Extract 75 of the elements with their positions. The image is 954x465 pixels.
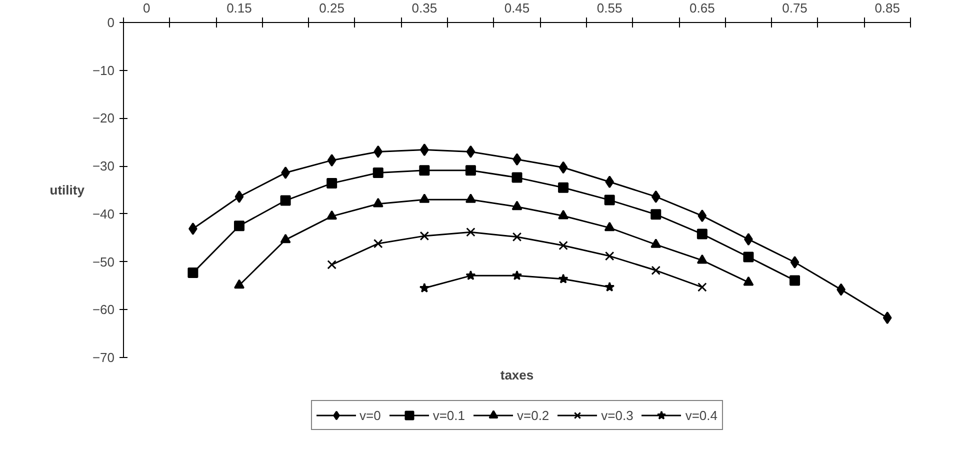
x-tick-label: 0.15 xyxy=(226,0,252,16)
point xyxy=(372,198,384,208)
point xyxy=(373,238,383,248)
y-tick-label: −70 xyxy=(92,350,115,365)
x-tick-label: 0.25 xyxy=(319,0,344,16)
point xyxy=(234,220,244,232)
legend-label: v=0.3 xyxy=(601,408,634,422)
point xyxy=(465,165,476,176)
point xyxy=(327,260,336,270)
y-tick-label: −60 xyxy=(92,302,115,318)
point xyxy=(326,178,338,189)
point xyxy=(280,234,291,244)
point xyxy=(419,194,430,203)
x-tick-label: 0.35 xyxy=(412,0,438,16)
x-tick-label: 0.85 xyxy=(874,0,900,16)
y-tick-label: 0 xyxy=(107,15,115,30)
point xyxy=(604,194,615,206)
point xyxy=(327,154,336,167)
point xyxy=(743,252,754,262)
point xyxy=(374,145,383,158)
point xyxy=(790,256,800,269)
point xyxy=(420,144,429,156)
point xyxy=(650,238,662,248)
point xyxy=(234,279,244,289)
point xyxy=(604,282,615,292)
point xyxy=(698,282,707,292)
point xyxy=(558,210,569,220)
point xyxy=(651,190,660,203)
point xyxy=(280,195,291,206)
x-tick-label: 0 xyxy=(143,0,150,16)
x-tick-label: 0.45 xyxy=(504,0,530,16)
x-axis-title: taxes xyxy=(500,368,534,382)
point xyxy=(698,210,707,222)
point xyxy=(466,145,476,158)
y-tick-label: −10 xyxy=(92,62,115,78)
point xyxy=(882,312,892,324)
x-tick-label: 0.75 xyxy=(782,0,808,16)
point xyxy=(651,266,661,276)
point xyxy=(420,231,430,241)
y-tick-label: −20 xyxy=(92,110,115,126)
point xyxy=(696,228,708,240)
y-tick-label: −50 xyxy=(92,254,115,270)
x-tick-label: 0.65 xyxy=(690,0,715,16)
point xyxy=(326,210,338,220)
point xyxy=(466,227,476,237)
legend-label: v=0 xyxy=(359,408,381,422)
point xyxy=(604,251,614,261)
point xyxy=(419,165,430,176)
point xyxy=(512,232,522,242)
legend-label: v=0.1 xyxy=(432,408,465,422)
point xyxy=(558,274,568,284)
point xyxy=(465,194,476,203)
point xyxy=(604,222,615,232)
point xyxy=(743,276,754,286)
point xyxy=(605,176,614,188)
point xyxy=(466,270,476,280)
point xyxy=(512,270,522,280)
x-tick-label: 0.55 xyxy=(596,0,622,16)
point xyxy=(234,190,244,203)
point xyxy=(790,275,800,286)
y-tick-label: −30 xyxy=(92,158,115,174)
legend-label: v=0.2 xyxy=(516,408,550,422)
point xyxy=(650,209,662,220)
point xyxy=(512,200,522,210)
point xyxy=(696,254,708,264)
point xyxy=(372,168,384,178)
point xyxy=(558,240,568,250)
y-tick-label: −40 xyxy=(92,206,115,222)
y-axis-title: utility xyxy=(50,182,86,198)
legend-label: v=0.4 xyxy=(685,408,718,422)
point xyxy=(558,182,569,193)
point xyxy=(419,282,430,292)
point xyxy=(512,172,522,183)
point xyxy=(188,268,198,278)
point xyxy=(558,161,568,174)
